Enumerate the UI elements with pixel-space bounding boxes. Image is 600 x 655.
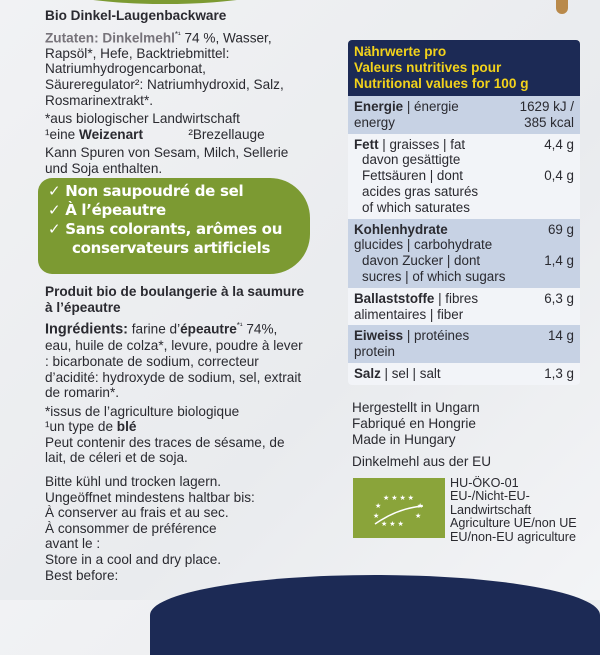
row-fat: Fett | graisses | fat 4,4 g davon gesätti… (348, 133, 580, 219)
origin-info: Hergestellt in Ungarn Fabriqué en Hongri… (352, 400, 492, 469)
row-protein: Eiweiss | protéines 14 g protein (348, 325, 580, 363)
nutrition-table: Nährwerte pro Valeurs nutritives pour Nu… (348, 40, 580, 385)
eu-organic-leaf-logo-icon: ★ ★ ★ ★ ★ ★ ★ ★ ★ ★ ★ (353, 478, 445, 538)
row-energy: Energie | énergie 1629 kJ / energy 385 kca… (348, 96, 580, 134)
storage-instructions: Bitte kühl und trocken lagern. Ungeöffnet… (45, 474, 255, 583)
row-carbohydrate: Kohlenhydrate 69 g glucides | carbohydrat… (348, 218, 580, 288)
svg-text:★ ★ ★ ★: ★ ★ ★ ★ (383, 494, 414, 502)
german-title: Bio Dinkel-Laugenbackware (45, 8, 227, 23)
row-fibre: Ballaststoffe | fibres 6,3 g alimentaires… (348, 287, 580, 326)
german-allergens: Kann Spuren von Sesam, Milch, Sellerie u… (45, 145, 289, 176)
svg-text:★ ★ ★: ★ ★ ★ (381, 520, 404, 528)
french-title: Produit bio de boulangerie à la saumure … (45, 284, 305, 315)
navy-band-decoration (150, 575, 600, 655)
svg-text:★: ★ (373, 512, 379, 520)
green-band-decoration (40, 0, 290, 4)
german-ingredients: Bio Dinkel-Laugenbackware Zutaten: Dinke… (45, 8, 307, 179)
eu-organic-text: HU-ÖKO-01 EU-/Nicht-EU- Landwirtschaft A… (450, 476, 577, 544)
nutrition-header: Nährwerte pro Valeurs nutritives pour Nu… (348, 40, 580, 96)
svg-text:★: ★ (375, 502, 381, 510)
svg-text:★: ★ (415, 512, 421, 520)
row-salt: Salz | sel | salt 1,3 g (348, 362, 580, 385)
french-ingredients: Produit bio de boulangerie à la saumure … (45, 284, 307, 586)
claims-banner: ✓ Non saupoudré de sel ✓ À l’épeautre ✓ … (38, 178, 310, 274)
pretzel-stick-image (556, 0, 568, 14)
